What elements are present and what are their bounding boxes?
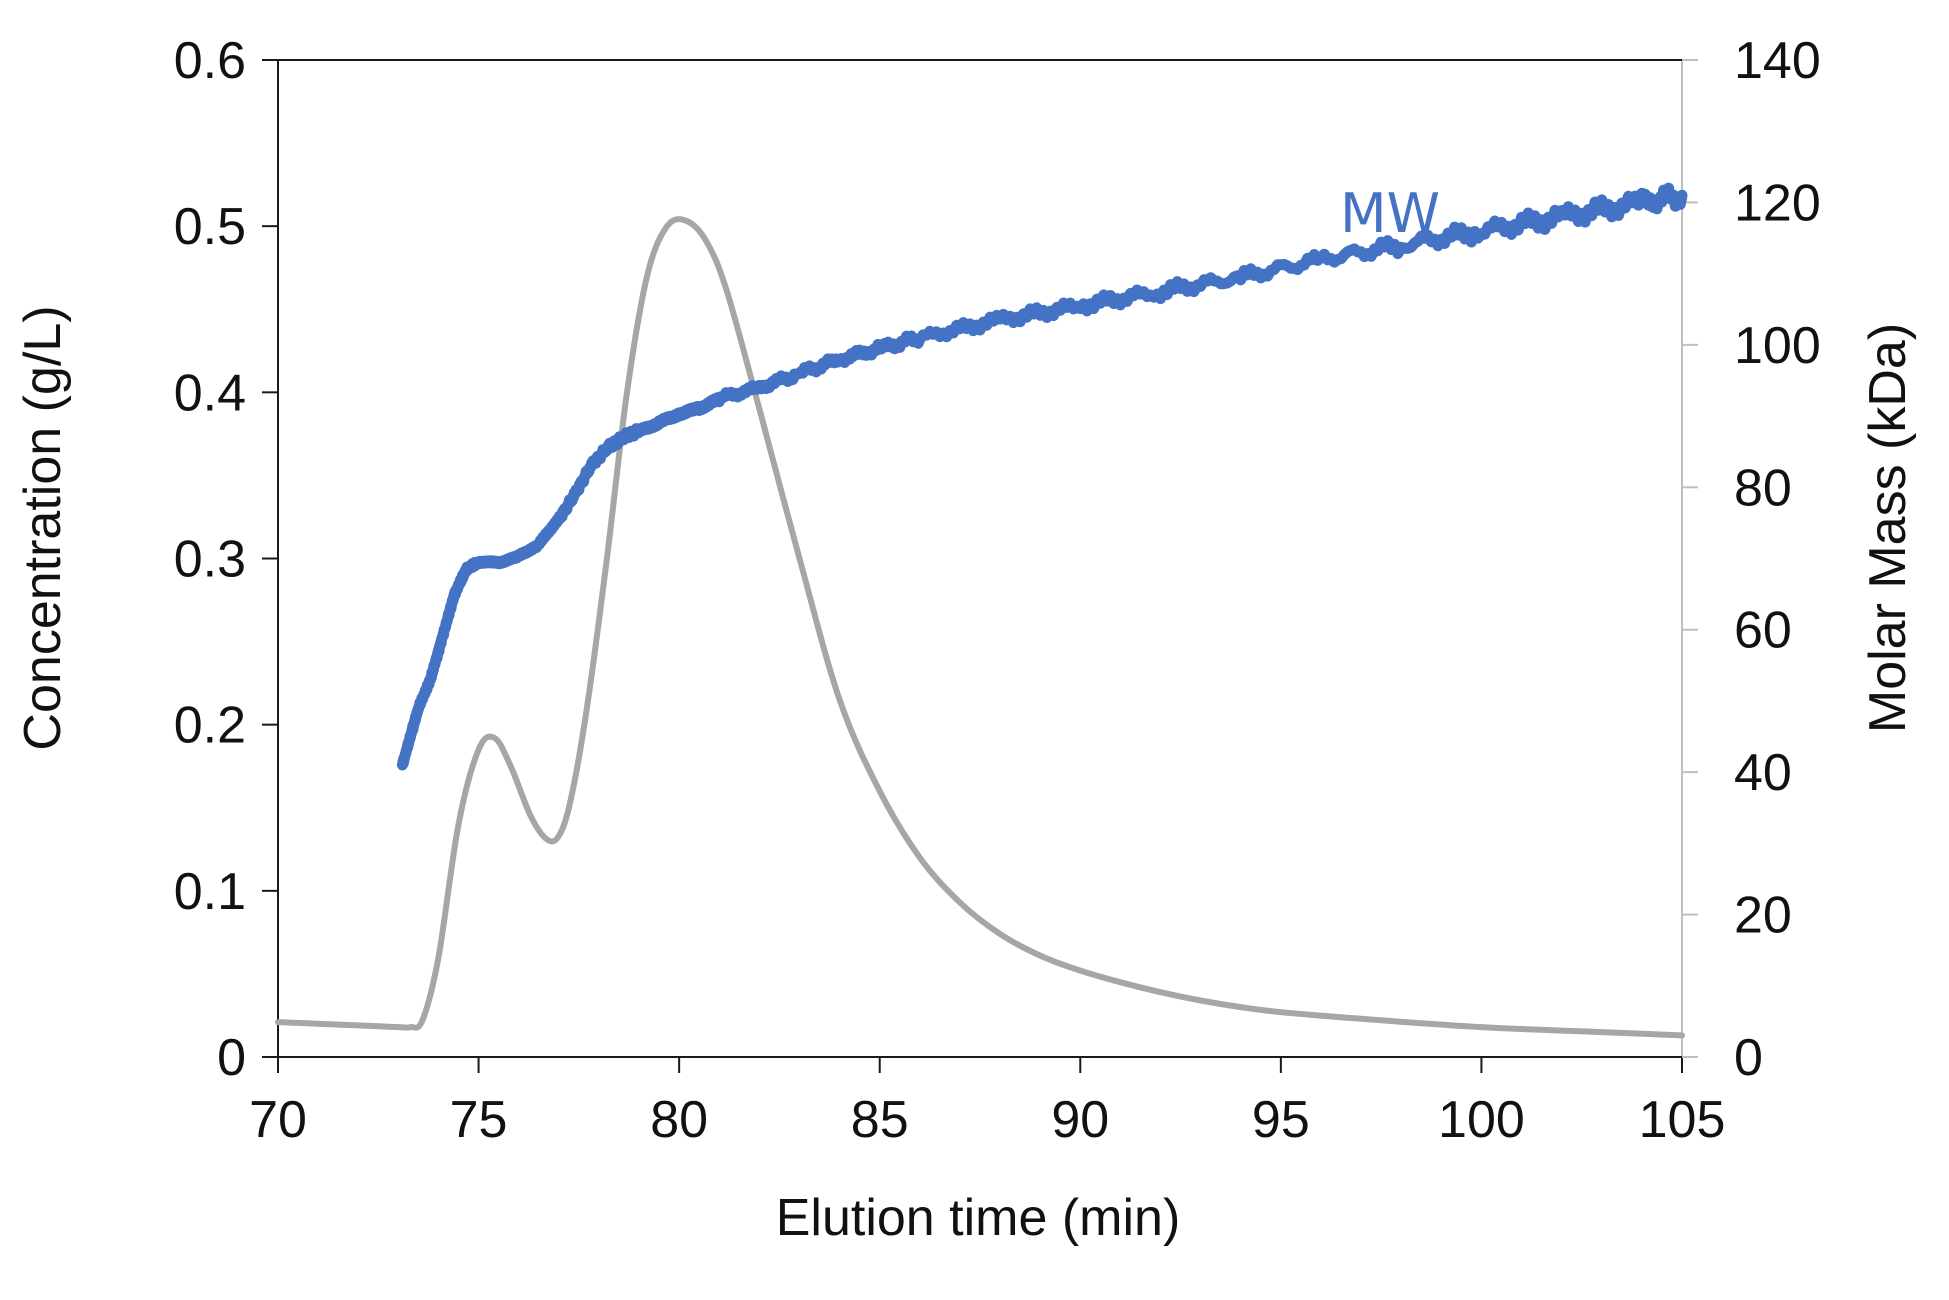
x-tick-label: 80 [650, 1091, 708, 1149]
x-tick-label: 75 [450, 1091, 508, 1149]
x-tick-label: 105 [1639, 1091, 1726, 1149]
series-layer [275, 182, 1688, 1039]
y-left-tick-label: 0.5 [174, 198, 246, 256]
y-left-tick-label: 0.2 [174, 697, 246, 755]
series-line-concentration [275, 216, 1685, 1039]
x-axis-title: Elution time (min) [776, 1189, 1181, 1247]
y-left-tick-label: 0.4 [174, 364, 246, 422]
x-tick-label: 85 [851, 1091, 909, 1149]
y-right-tick-label: 120 [1734, 174, 1821, 232]
labels: Elution time (min) Concentration (g/L) M… [14, 182, 1917, 1247]
y-right-tick-label: 20 [1734, 887, 1792, 945]
y-right-tick-label: 80 [1734, 459, 1792, 517]
axes: 70 75 80 85 90 95 100 10500.10.20.30.40.50.6020… [174, 32, 1821, 1149]
y-right-tick-label: 100 [1734, 317, 1821, 375]
series-line-mw [396, 182, 1688, 771]
y-right-axis-title: Molar Mass (kDa) [1859, 323, 1917, 733]
y-right-tick-label: 0 [1734, 1029, 1763, 1087]
y-right-tick-label: 40 [1734, 744, 1792, 802]
x-tick-label: 70 [249, 1091, 307, 1149]
y-left-tick-label: 0.6 [174, 32, 246, 90]
y-left-axis-title: Concentration (g/L) [14, 305, 72, 750]
y-right-tick-label: 60 [1734, 602, 1792, 660]
y-left-tick-label: 0 [217, 1029, 246, 1087]
y-left-tick-label: 0.1 [174, 863, 246, 921]
y-left-tick-label: 0.3 [174, 531, 246, 589]
x-tick-label: 90 [1051, 1091, 1109, 1149]
y-right-tick-label: 140 [1734, 32, 1821, 90]
x-tick-label: 95 [1252, 1091, 1310, 1149]
series-label-mw: MW [1340, 182, 1440, 245]
x-tick-label: 100 [1438, 1091, 1525, 1149]
